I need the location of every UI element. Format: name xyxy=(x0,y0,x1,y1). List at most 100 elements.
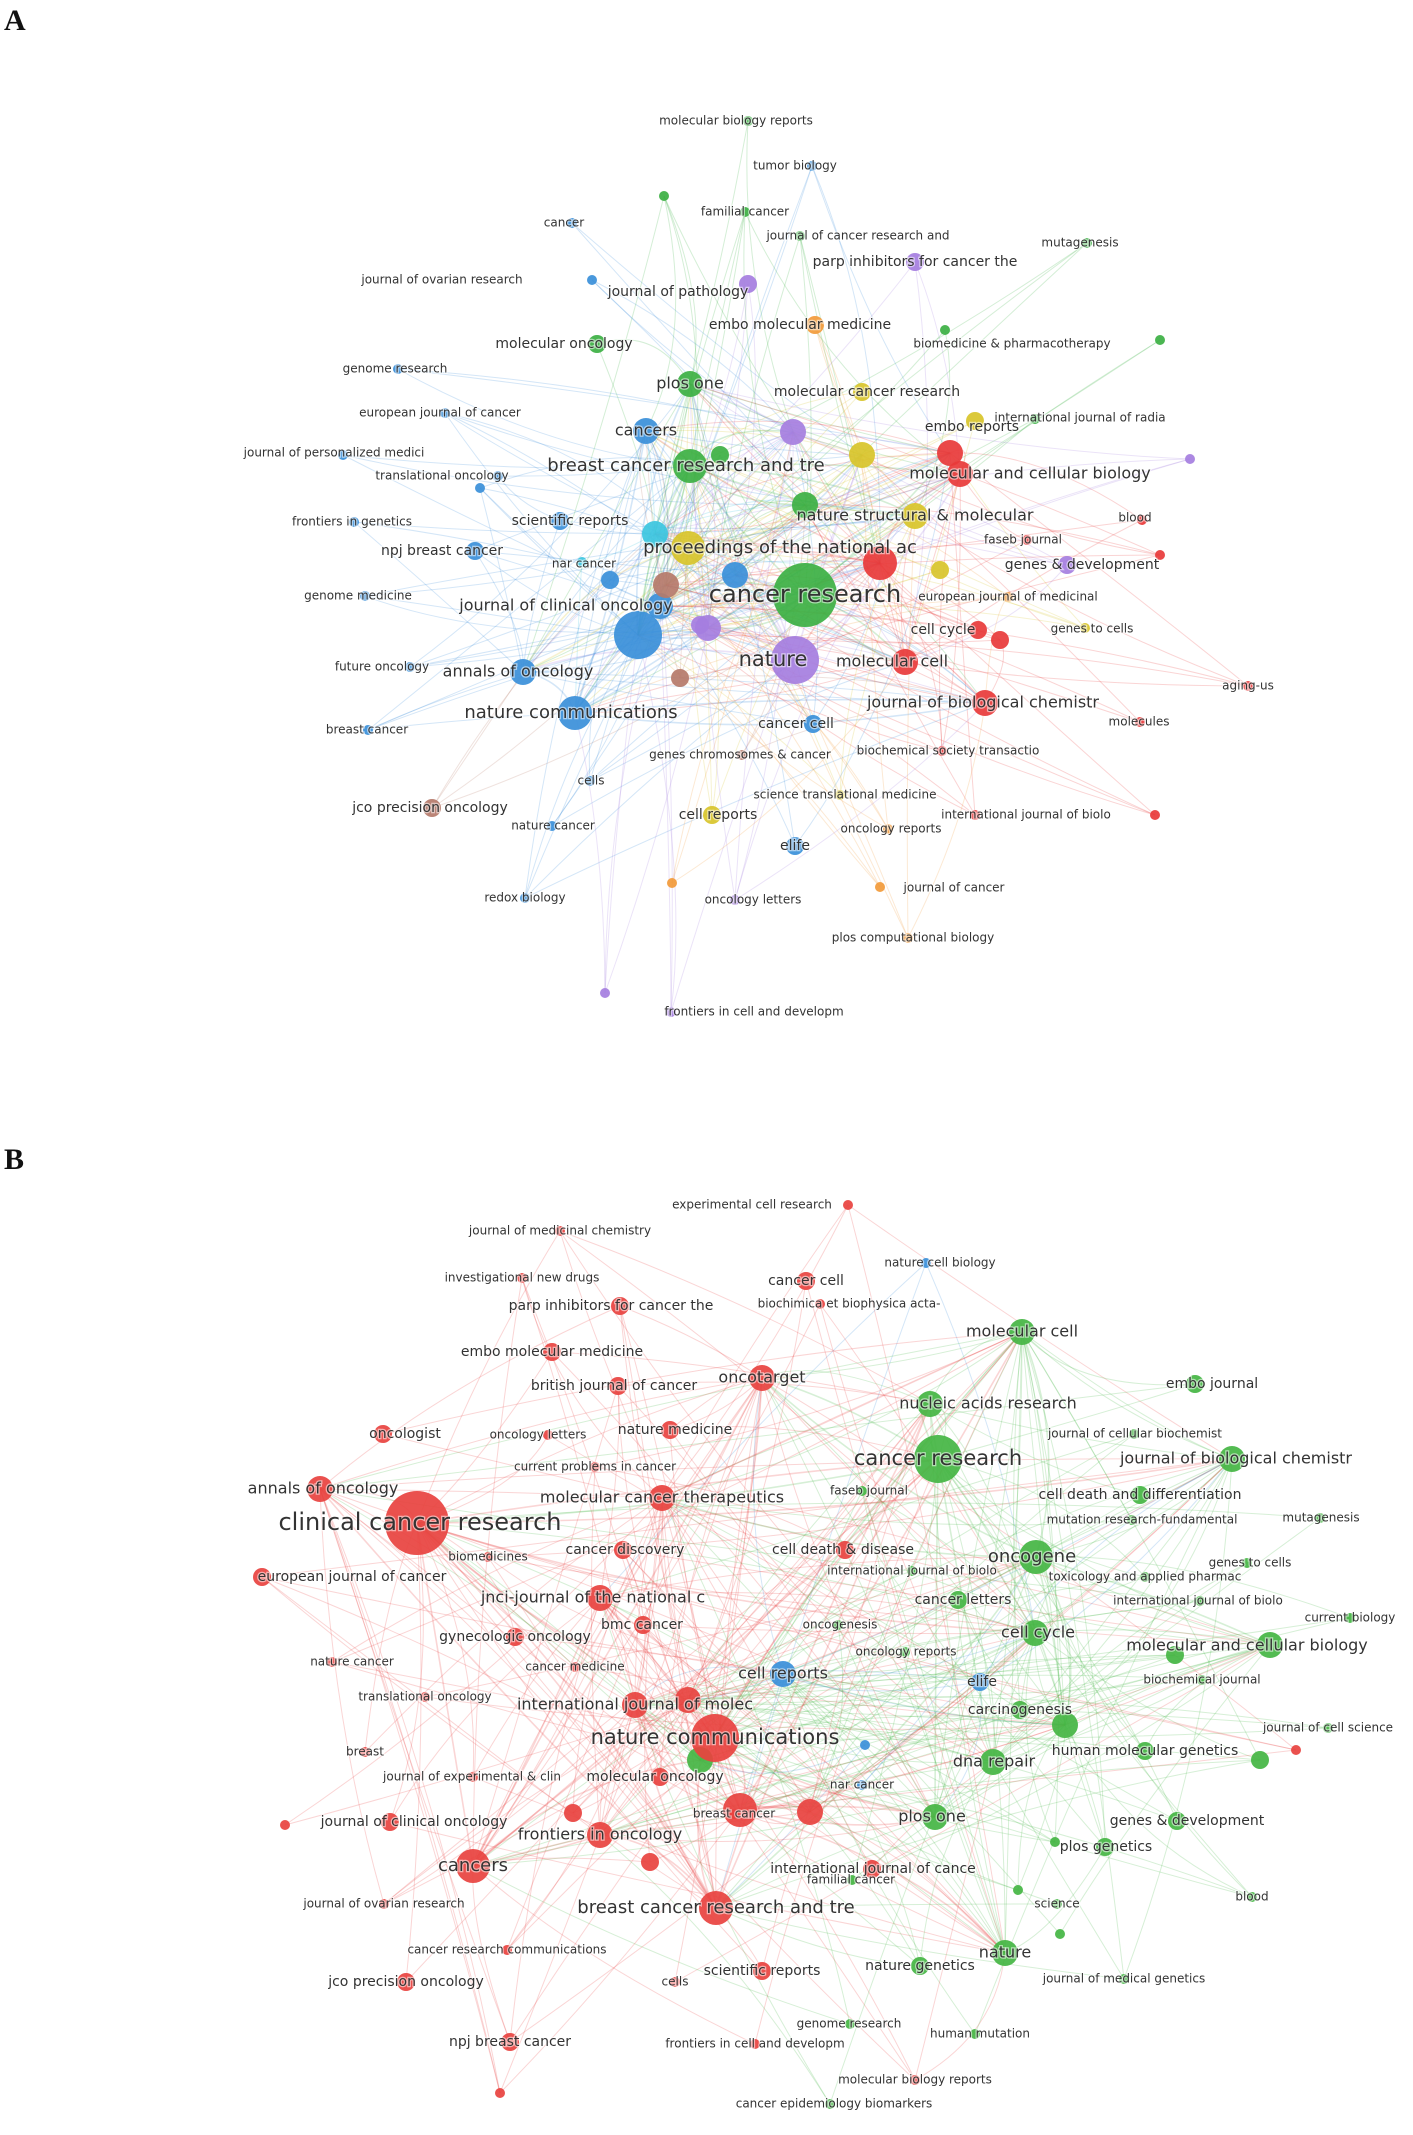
link xyxy=(599,1704,636,1836)
link xyxy=(416,1522,1036,1634)
link xyxy=(1004,1331,1023,1954)
journal-node xyxy=(875,882,885,892)
link xyxy=(992,1331,1023,1763)
link xyxy=(782,1673,981,1692)
journal-node xyxy=(1030,414,1040,424)
journal-label: breast cancer research and tre xyxy=(577,1897,854,1918)
link xyxy=(522,195,665,673)
link xyxy=(522,671,814,725)
link xyxy=(809,1458,1233,1813)
link xyxy=(957,1599,994,1763)
journal-label: oncology reports xyxy=(856,1645,957,1659)
journal-node xyxy=(1242,1558,1252,1568)
journal-node xyxy=(903,933,913,943)
link xyxy=(574,554,1161,714)
link xyxy=(1034,1632,1261,1761)
journal-node xyxy=(397,1973,415,1991)
journal-node xyxy=(1019,1540,1053,1574)
journal-node xyxy=(483,1552,493,1562)
journal-node xyxy=(900,1647,910,1657)
link xyxy=(622,1549,1006,1954)
journal-label: parp inhibitors for cancer the xyxy=(813,254,1018,270)
link xyxy=(637,634,943,752)
journal-node xyxy=(730,895,740,905)
journal-node xyxy=(699,1891,733,1925)
journal-label: oncology reports xyxy=(841,822,942,836)
link xyxy=(744,211,961,475)
link xyxy=(383,1673,784,1905)
journal-node xyxy=(360,1747,370,1757)
link xyxy=(497,465,691,477)
link xyxy=(687,1549,846,1701)
link xyxy=(472,1597,601,1867)
link xyxy=(1035,1556,1071,1726)
link xyxy=(634,1704,717,1909)
journal-node xyxy=(835,790,845,800)
journal-label: molecular biology reports xyxy=(659,114,813,128)
journal-label: jco precision oncology xyxy=(327,1974,484,1990)
link xyxy=(679,504,806,679)
link xyxy=(861,1490,1036,1634)
link xyxy=(659,605,1249,687)
link xyxy=(809,1624,844,1813)
link xyxy=(689,463,961,475)
journal-node xyxy=(770,1661,796,1687)
link xyxy=(551,1351,936,1818)
link xyxy=(739,1749,1297,1811)
journal-label: plos computational biology xyxy=(832,931,994,945)
link xyxy=(941,473,961,752)
journal-node xyxy=(815,1299,825,1309)
link xyxy=(814,324,906,663)
link xyxy=(599,1497,663,1836)
link xyxy=(416,1522,701,1761)
journal-node xyxy=(661,1421,679,1439)
link xyxy=(937,1383,1196,1460)
link xyxy=(599,1597,1006,1954)
link xyxy=(957,1599,1066,1726)
link xyxy=(604,627,709,994)
journal-node xyxy=(1219,1446,1245,1472)
link xyxy=(814,324,881,564)
journal-node xyxy=(722,562,748,588)
journal-node xyxy=(327,1657,337,1667)
journal-node xyxy=(857,1780,867,1790)
journal-label: international journal of cance xyxy=(770,1861,976,1877)
journal-node xyxy=(1136,1742,1154,1760)
link xyxy=(599,1597,716,1739)
link xyxy=(599,1644,1271,1836)
journal-label: gynecologic oncology xyxy=(439,1629,591,1645)
journal-node xyxy=(374,1425,392,1443)
link xyxy=(572,1497,663,1814)
link xyxy=(604,605,661,994)
link xyxy=(782,1632,1036,1679)
link xyxy=(661,1403,931,1499)
link xyxy=(782,1673,1006,1954)
link xyxy=(319,1458,1233,1490)
link xyxy=(1059,1644,1271,1935)
journal-label: npj breast cancer xyxy=(449,2034,571,2050)
link xyxy=(914,515,1068,566)
link xyxy=(284,1673,784,1826)
journal-node xyxy=(517,1273,527,1283)
link xyxy=(900,515,916,663)
journal-node xyxy=(501,2033,519,2051)
link xyxy=(389,1522,424,1823)
link xyxy=(319,1488,501,2094)
link xyxy=(574,430,647,714)
journal-node xyxy=(740,207,750,217)
link xyxy=(634,1704,1329,1729)
link xyxy=(506,1759,701,1951)
journal-label: cell cycle xyxy=(1001,1623,1075,1642)
link xyxy=(861,1490,1006,1954)
link xyxy=(383,1699,689,1905)
link xyxy=(416,1522,716,1739)
journal-node xyxy=(940,325,950,335)
journal-node xyxy=(1129,1429,1139,1439)
link xyxy=(659,211,746,607)
journal-label: cancer discovery xyxy=(566,1542,685,1558)
link xyxy=(851,1644,1271,1881)
link xyxy=(599,1597,811,1813)
journal-node xyxy=(590,1462,600,1472)
journal-label: molecular and cellular biology xyxy=(1126,1636,1368,1655)
journal-node xyxy=(780,419,806,445)
